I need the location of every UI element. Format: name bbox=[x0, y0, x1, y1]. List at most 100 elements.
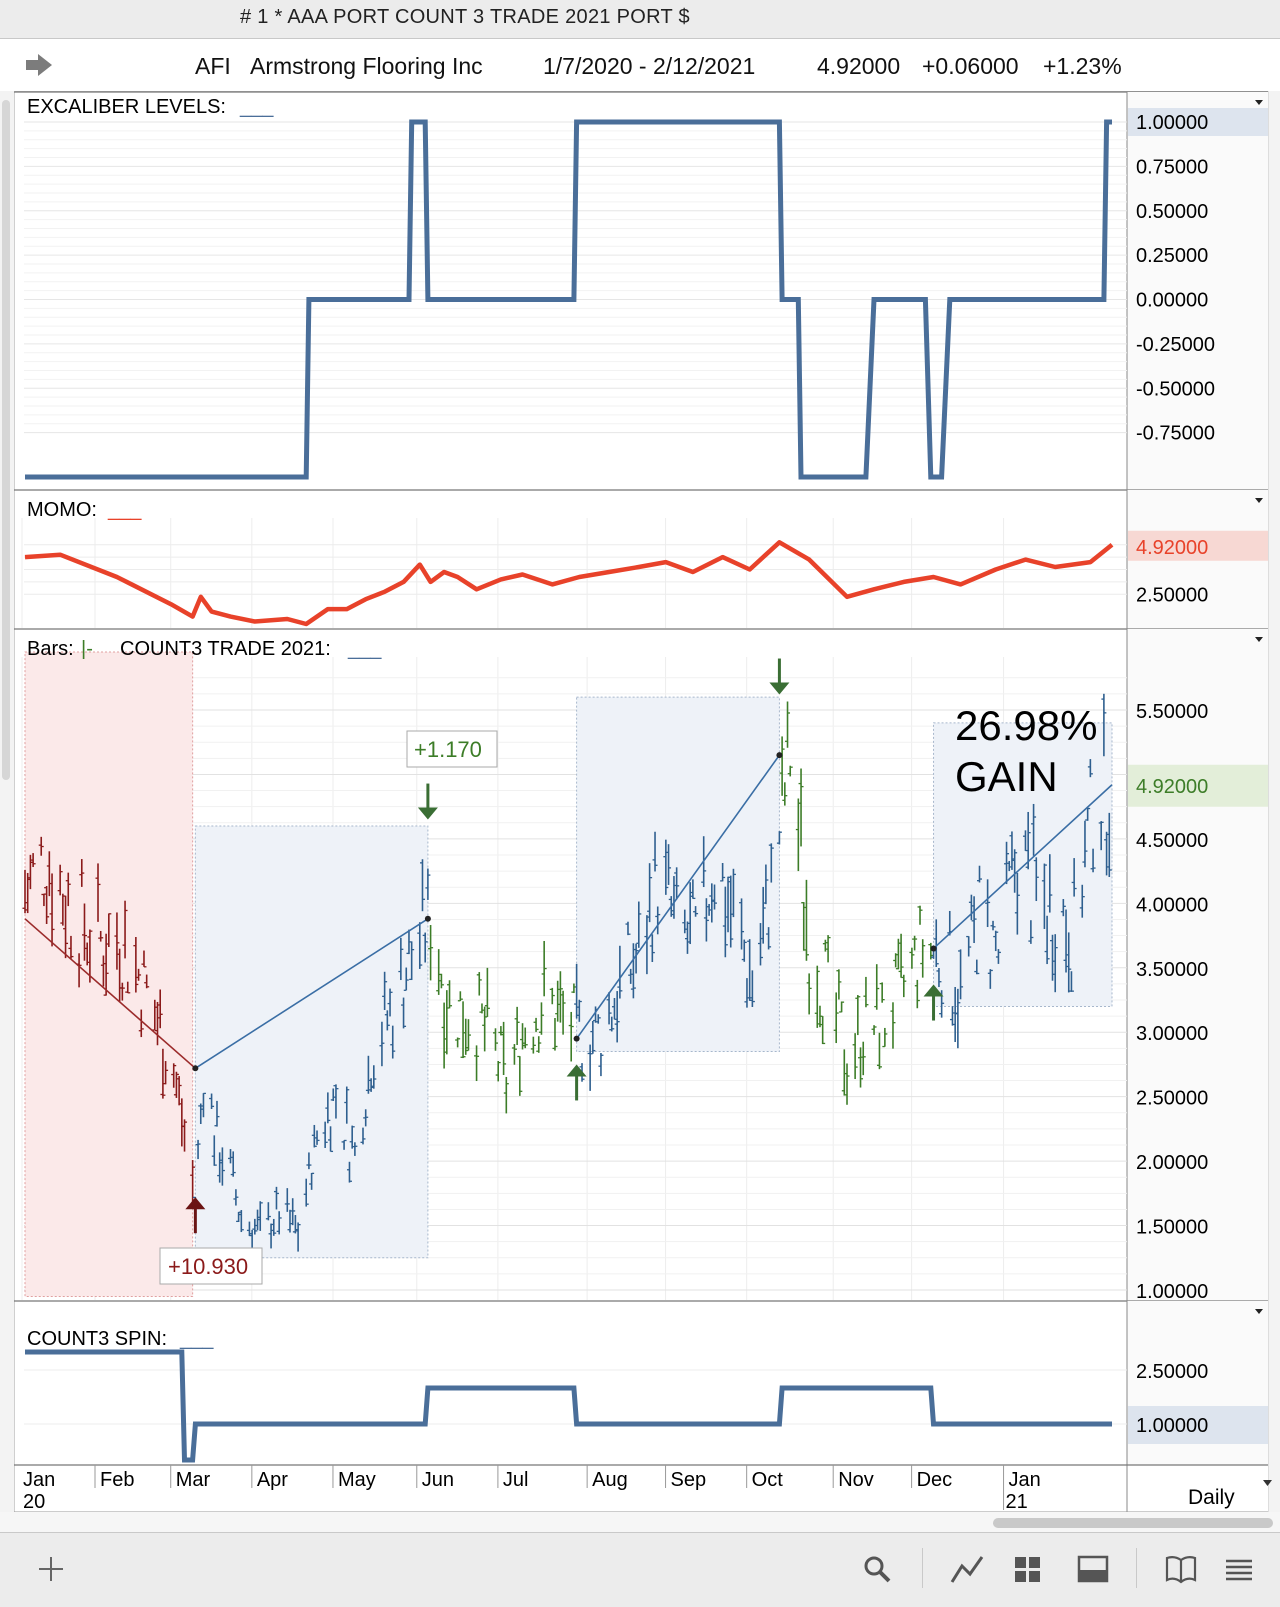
bars-current-value: 4.92000 bbox=[1136, 776, 1208, 798]
bars-tick-label: 1.00000 bbox=[1136, 1281, 1208, 1303]
month-tick-label: Aug bbox=[592, 1469, 628, 1491]
long-trend-line bbox=[932, 784, 1113, 950]
trade1-gain-label: +10.930 bbox=[168, 1254, 248, 1279]
axis-layer: Jan Feb Mar Apr May Jun Jul Aug Sep Oct Nov Dec Jan2… bbox=[23, 100, 1268, 1512]
trade2-label-box bbox=[406, 730, 498, 768]
month-tick-label: Apr bbox=[257, 1469, 288, 1491]
excaliber-tick-label: -0.75000 bbox=[1136, 423, 1215, 445]
short-trend-line bbox=[24, 918, 196, 1069]
month-tick-label: Jun bbox=[422, 1469, 454, 1491]
toolbar-separator bbox=[922, 1548, 923, 1588]
month-tick-label: Dec bbox=[917, 1469, 953, 1491]
momo-panel-label: MOMO: bbox=[27, 499, 97, 521]
timeframe-dropdown-icon[interactable] bbox=[1263, 1480, 1272, 1486]
timeframe-label[interactable]: Daily bbox=[1188, 1486, 1235, 1509]
month-tick-label: Oct bbox=[752, 1469, 784, 1491]
panel-dropdown-icon bbox=[1255, 100, 1263, 105]
window-titlebar: # 1 * AAA PORT COUNT 3 TRADE 2021 PORT $ bbox=[0, 0, 1280, 39]
price-change: +0.06000 bbox=[922, 53, 1019, 79]
spin-tick-label: 1.00000 bbox=[1136, 1415, 1208, 1437]
search-icon[interactable] bbox=[860, 1552, 894, 1586]
last-price: 4.92000 bbox=[817, 53, 901, 79]
spin-line bbox=[25, 1349, 1112, 1463]
bars-tick-label: 4.50000 bbox=[1136, 830, 1208, 852]
price-change-pct: +1.23% bbox=[1043, 53, 1122, 79]
current-value-bg bbox=[1128, 530, 1268, 561]
trade-shade-layer bbox=[24, 651, 1113, 1297]
bars-tick-label: 2.00000 bbox=[1136, 1152, 1208, 1174]
current-value-bg bbox=[1128, 108, 1268, 136]
count3-study-label: COUNT3 TRADE 2021: bbox=[120, 638, 331, 660]
date-range: 1/7/2020 - 2/12/2021 bbox=[543, 53, 756, 79]
excaliber-tick-label: -0.50000 bbox=[1136, 378, 1215, 400]
window-title: # 1 * AAA PORT COUNT 3 TRADE 2021 PORT $ bbox=[240, 6, 690, 28]
panel-dropdown-icon bbox=[1255, 637, 1263, 642]
excaliber-panel-label: EXCALIBER LEVELS: bbox=[27, 96, 226, 118]
bars-panel-label: Bars: bbox=[27, 638, 74, 660]
company-name: Armstrong Flooring Inc bbox=[250, 53, 483, 79]
short-trade-shade bbox=[24, 651, 194, 1297]
trade1-label-box bbox=[159, 1247, 263, 1285]
trade2-gain-label: +1.170 bbox=[414, 737, 482, 762]
trade-entry-dot bbox=[776, 752, 783, 759]
current-value-bg bbox=[1128, 1406, 1268, 1444]
momo-line bbox=[24, 540, 1114, 627]
symbol-info-bar: AFI Armstrong Flooring Inc 1/7/2020 - 2/… bbox=[0, 39, 1280, 92]
add-icon[interactable] bbox=[34, 1552, 68, 1586]
month-tick-label: Jul bbox=[503, 1469, 529, 1491]
excaliber-panel-suffix: ___ bbox=[239, 96, 274, 118]
spin-panel-label: COUNT3 SPIN: bbox=[27, 1328, 167, 1350]
panel-icon[interactable] bbox=[1076, 1552, 1110, 1586]
bars-tick-label: 1.50000 bbox=[1136, 1217, 1208, 1239]
trade-entry-dot bbox=[424, 915, 431, 922]
horizontal-scroll-track[interactable] bbox=[0, 1512, 1280, 1532]
right-edge bbox=[1268, 91, 1280, 1521]
momo-tick-label: 2.50000 bbox=[1136, 584, 1208, 606]
long-trade-shade bbox=[933, 722, 1113, 1007]
panel-dropdown-icon bbox=[1255, 498, 1263, 503]
excaliber-tick-label: 1.00000 bbox=[1136, 112, 1208, 134]
trade-entry-dot bbox=[573, 1035, 580, 1042]
draw-icon[interactable] bbox=[950, 1552, 984, 1586]
month-tick-label: Jan bbox=[23, 1469, 55, 1491]
excaliber-tick-label: 0.25000 bbox=[1136, 245, 1208, 267]
chart-area[interactable]: Jan Feb Mar Apr May Jun Jul Aug Sep Oct Nov Dec Jan2… bbox=[0, 0, 1280, 1512]
grid-icon[interactable] bbox=[1010, 1552, 1044, 1586]
long-trend-line bbox=[194, 918, 429, 1069]
cover-arrow-icon bbox=[185, 1197, 206, 1210]
buy-arrow-icon bbox=[566, 1064, 587, 1077]
price-axis-bg bbox=[1127, 92, 1268, 489]
gain-percent-annotation: 26.98% bbox=[955, 702, 1097, 749]
momo-panel-suffix: ___ bbox=[107, 499, 142, 521]
excaliber-tick-label: 0.50000 bbox=[1136, 201, 1208, 223]
excaliber-tick-label: 0.75000 bbox=[1136, 156, 1208, 178]
current-value-bg bbox=[1128, 764, 1268, 807]
month-tick-label: May bbox=[338, 1469, 376, 1491]
long-trend-line bbox=[575, 754, 781, 1040]
buy-arrow-icon bbox=[923, 984, 944, 997]
arrow-right-icon[interactable] bbox=[24, 52, 54, 78]
menu-icon[interactable] bbox=[1222, 1552, 1256, 1586]
trade-entry-dot bbox=[192, 1065, 199, 1072]
symbol: AFI bbox=[195, 53, 231, 79]
sell-arrow-icon bbox=[769, 682, 790, 695]
year-tick-label: 21 bbox=[1006, 1491, 1028, 1512]
book-icon[interactable] bbox=[1164, 1552, 1198, 1586]
month-tick-label: Feb bbox=[100, 1469, 134, 1491]
panel-dropdown-icon bbox=[1255, 1309, 1263, 1314]
year-tick-label: 20 bbox=[23, 1491, 45, 1512]
month-tick-label: Sep bbox=[671, 1469, 707, 1491]
bars-tick-label: 3.00000 bbox=[1136, 1023, 1208, 1045]
series-layer bbox=[22, 119, 1114, 1463]
excaliber-line bbox=[25, 119, 1112, 480]
excaliber-tick-label: -0.25000 bbox=[1136, 334, 1215, 356]
bars-tick-label: 4.00000 bbox=[1136, 894, 1208, 916]
bars-panel-glyph: |- bbox=[81, 638, 93, 660]
spin-tick-label: 2.50000 bbox=[1136, 1361, 1208, 1383]
price-axis-bg bbox=[1127, 629, 1268, 1300]
horizontal-scroll-thumb[interactable] bbox=[993, 1518, 1273, 1528]
bottom-toolbar bbox=[0, 1532, 1280, 1607]
vertical-scroll-thumb[interactable] bbox=[2, 100, 10, 780]
excaliber-tick-label: 0.00000 bbox=[1136, 290, 1208, 312]
sell-arrow-icon bbox=[417, 807, 438, 820]
